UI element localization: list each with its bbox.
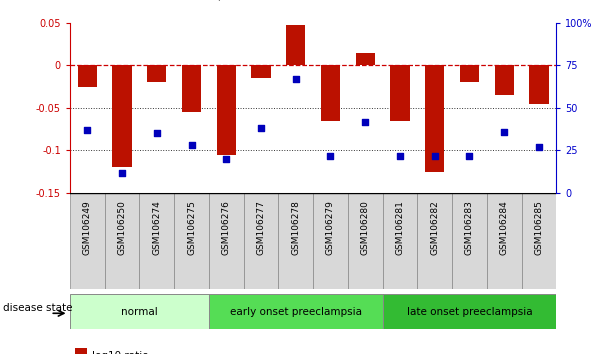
Point — [187, 143, 196, 148]
Point — [361, 119, 370, 124]
Point — [291, 76, 300, 82]
FancyBboxPatch shape — [70, 294, 209, 329]
Text: GSM106275: GSM106275 — [187, 201, 196, 256]
Bar — [460, 65, 479, 82]
Bar — [252, 65, 271, 78]
FancyBboxPatch shape — [139, 193, 174, 289]
Text: GSM106285: GSM106285 — [534, 201, 544, 256]
Text: GSM106279: GSM106279 — [326, 201, 335, 256]
FancyBboxPatch shape — [452, 193, 487, 289]
Text: disease state: disease state — [3, 303, 72, 313]
FancyBboxPatch shape — [209, 294, 382, 329]
Bar — [286, 25, 305, 65]
FancyBboxPatch shape — [348, 193, 382, 289]
Text: GSM106284: GSM106284 — [500, 201, 509, 255]
FancyBboxPatch shape — [174, 193, 209, 289]
Bar — [530, 65, 548, 104]
Text: GSM106282: GSM106282 — [430, 201, 439, 255]
Point — [152, 131, 162, 136]
Bar — [425, 65, 444, 172]
Bar — [216, 65, 236, 155]
Bar — [495, 65, 514, 95]
Point — [499, 129, 509, 135]
FancyBboxPatch shape — [417, 193, 452, 289]
Point — [221, 156, 231, 162]
Text: GSM106276: GSM106276 — [222, 201, 231, 256]
Bar — [356, 53, 375, 65]
Text: late onset preeclampsia: late onset preeclampsia — [407, 307, 532, 316]
Point — [430, 153, 440, 158]
FancyBboxPatch shape — [244, 193, 278, 289]
FancyBboxPatch shape — [278, 193, 313, 289]
Text: GSM106278: GSM106278 — [291, 201, 300, 256]
Text: GSM106250: GSM106250 — [117, 201, 126, 256]
Text: normal: normal — [121, 307, 158, 316]
FancyBboxPatch shape — [487, 193, 522, 289]
FancyBboxPatch shape — [313, 193, 348, 289]
Bar — [147, 65, 167, 82]
FancyBboxPatch shape — [209, 193, 244, 289]
FancyBboxPatch shape — [522, 193, 556, 289]
Point — [534, 144, 544, 150]
Point — [395, 153, 405, 158]
Text: log10 ratio: log10 ratio — [92, 351, 148, 354]
Text: early onset preeclampsia: early onset preeclampsia — [230, 307, 362, 316]
Point — [256, 126, 266, 131]
Bar — [390, 65, 410, 121]
FancyBboxPatch shape — [70, 193, 105, 289]
Bar — [112, 65, 131, 167]
Point — [117, 170, 127, 175]
Point — [83, 127, 92, 133]
Point — [465, 153, 474, 158]
Point — [326, 153, 336, 158]
Text: GSM106277: GSM106277 — [257, 201, 266, 256]
Text: GSM106283: GSM106283 — [465, 201, 474, 256]
Text: GSM106274: GSM106274 — [152, 201, 161, 255]
Bar — [78, 65, 97, 87]
Text: GSM106280: GSM106280 — [361, 201, 370, 256]
FancyBboxPatch shape — [382, 193, 417, 289]
FancyBboxPatch shape — [382, 294, 556, 329]
Bar — [321, 65, 340, 121]
Bar — [75, 348, 87, 354]
Bar — [182, 65, 201, 112]
Text: GSM106249: GSM106249 — [83, 201, 92, 255]
FancyBboxPatch shape — [105, 193, 139, 289]
Text: GDS2080 / 5673: GDS2080 / 5673 — [149, 0, 263, 2]
Text: GSM106281: GSM106281 — [395, 201, 404, 256]
